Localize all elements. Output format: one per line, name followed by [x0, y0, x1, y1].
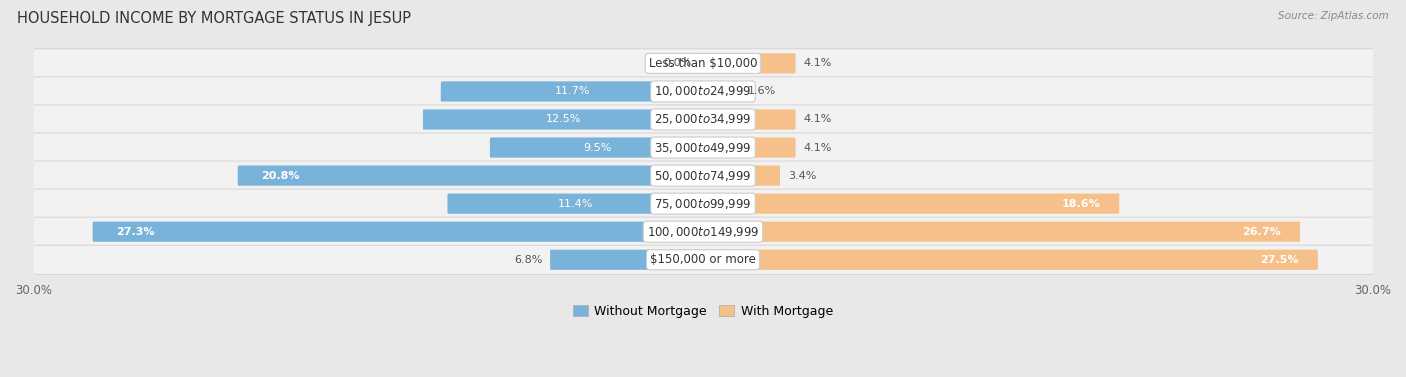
FancyBboxPatch shape [27, 189, 1379, 218]
Text: 4.1%: 4.1% [803, 58, 832, 68]
FancyBboxPatch shape [702, 138, 796, 158]
Text: 4.1%: 4.1% [803, 143, 832, 153]
Text: 27.3%: 27.3% [117, 227, 155, 237]
Text: Less than $10,000: Less than $10,000 [648, 57, 758, 70]
Text: Source: ZipAtlas.com: Source: ZipAtlas.com [1278, 11, 1389, 21]
Text: 26.7%: 26.7% [1243, 227, 1281, 237]
FancyBboxPatch shape [27, 133, 1379, 162]
FancyBboxPatch shape [27, 77, 1379, 106]
FancyBboxPatch shape [27, 245, 1379, 274]
FancyBboxPatch shape [27, 49, 1379, 78]
FancyBboxPatch shape [27, 161, 1379, 190]
FancyBboxPatch shape [93, 222, 704, 242]
Text: $150,000 or more: $150,000 or more [650, 253, 756, 266]
Text: 11.4%: 11.4% [558, 199, 593, 208]
Text: 9.5%: 9.5% [583, 143, 612, 153]
Text: $100,000 to $149,999: $100,000 to $149,999 [647, 225, 759, 239]
Text: $75,000 to $99,999: $75,000 to $99,999 [654, 197, 752, 211]
Text: 12.5%: 12.5% [546, 115, 581, 124]
FancyBboxPatch shape [702, 250, 1317, 270]
Text: 6.8%: 6.8% [515, 255, 543, 265]
FancyBboxPatch shape [702, 193, 1119, 214]
Text: $25,000 to $34,999: $25,000 to $34,999 [654, 112, 752, 127]
FancyBboxPatch shape [702, 81, 740, 101]
Text: 11.7%: 11.7% [555, 86, 591, 97]
FancyBboxPatch shape [702, 109, 796, 130]
Text: 1.6%: 1.6% [748, 86, 776, 97]
Text: HOUSEHOLD INCOME BY MORTGAGE STATUS IN JESUP: HOUSEHOLD INCOME BY MORTGAGE STATUS IN J… [17, 11, 411, 26]
FancyBboxPatch shape [550, 250, 704, 270]
Text: 27.5%: 27.5% [1260, 255, 1299, 265]
FancyBboxPatch shape [447, 193, 704, 214]
Text: $10,000 to $24,999: $10,000 to $24,999 [654, 84, 752, 98]
Text: 18.6%: 18.6% [1062, 199, 1101, 208]
FancyBboxPatch shape [238, 166, 704, 186]
Text: $50,000 to $74,999: $50,000 to $74,999 [654, 169, 752, 182]
FancyBboxPatch shape [423, 109, 704, 130]
FancyBboxPatch shape [489, 138, 704, 158]
Text: 4.1%: 4.1% [803, 115, 832, 124]
Text: 3.4%: 3.4% [787, 171, 815, 181]
FancyBboxPatch shape [702, 166, 780, 186]
FancyBboxPatch shape [27, 105, 1379, 134]
Text: 0.0%: 0.0% [664, 58, 692, 68]
FancyBboxPatch shape [440, 81, 704, 101]
FancyBboxPatch shape [27, 217, 1379, 246]
Legend: Without Mortgage, With Mortgage: Without Mortgage, With Mortgage [568, 300, 838, 323]
FancyBboxPatch shape [702, 222, 1301, 242]
Text: 20.8%: 20.8% [262, 171, 299, 181]
Text: $35,000 to $49,999: $35,000 to $49,999 [654, 141, 752, 155]
FancyBboxPatch shape [702, 53, 796, 74]
